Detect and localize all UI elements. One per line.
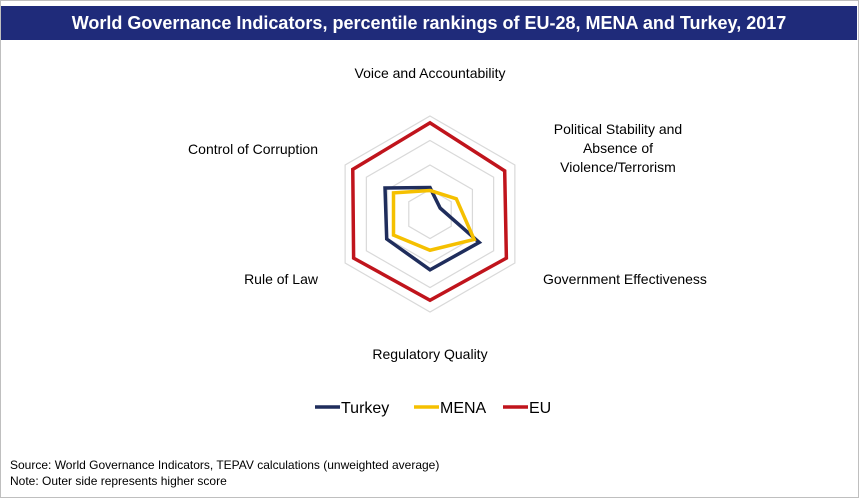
radar-chart: Voice and Accountability Political Stabil… [188, 65, 707, 417]
axis-label-government-effectiveness: Government Effectiveness [543, 271, 707, 287]
axis-label-voice-accountability: Voice and Accountability [355, 65, 506, 81]
chart-title: World Governance Indicators, percentile … [1, 6, 857, 40]
grid-ring-100 [344, 115, 516, 313]
axis-label-political-stability: Political Stability and Absence of Violenc… [554, 121, 682, 175]
source-note: Source: World Governance Indicators, TEP… [10, 458, 440, 472]
axis-label-regulatory-quality: Regulatory Quality [372, 346, 487, 362]
footnote: Note: Outer side represents higher score [10, 474, 227, 488]
axis-label-control-of-corruption: Control of Corruption [188, 141, 318, 157]
legend-mena-label: MENA [440, 400, 487, 417]
axis-label-rule-of-law: Rule of Law [244, 271, 319, 287]
legend-eu-label: EU [529, 400, 551, 417]
series-turkey-line [383, 185, 483, 272]
grid-ring-25 [408, 188, 452, 240]
series-eu-line [351, 120, 509, 303]
series-mena-line [391, 188, 477, 253]
grid-ring-75 [365, 139, 495, 289]
legend-turkey-label: Turkey [341, 400, 389, 417]
